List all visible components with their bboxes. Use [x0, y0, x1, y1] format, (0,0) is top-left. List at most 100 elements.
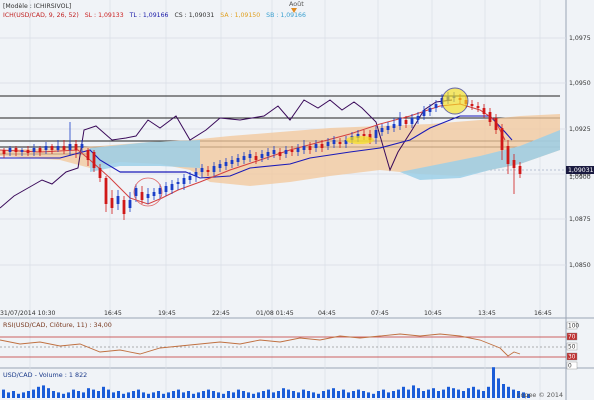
volume-bar	[447, 386, 450, 398]
volume-bar	[307, 391, 310, 398]
candle-body	[20, 150, 24, 152]
candle-body	[140, 192, 144, 200]
candle-body	[338, 142, 342, 144]
time-axis-label: 13:45	[478, 310, 496, 317]
volume-bar	[402, 386, 405, 398]
volume-bar	[22, 392, 25, 398]
volume-bar	[287, 389, 290, 398]
volume-bar	[57, 392, 60, 398]
candle-body	[104, 178, 108, 204]
rsi-level-label: 50	[568, 345, 576, 351]
time-axis-label: 22:45	[212, 310, 230, 317]
model-label-row: [Modèle : ICHIRSIVOL]	[3, 3, 75, 10]
volume-title: USD/CAD - Volume : 1 822	[3, 371, 88, 379]
volume-bar	[137, 389, 140, 398]
volume-bar	[337, 391, 340, 398]
candle-body	[218, 164, 222, 168]
price-tick-label: 1,0850	[569, 262, 591, 269]
candle-body	[386, 126, 390, 130]
volume-bar	[297, 392, 300, 398]
time-axis-label: 07:45	[371, 310, 389, 317]
candle-body	[512, 160, 516, 168]
candle-body	[128, 200, 132, 208]
candle-body	[62, 146, 66, 150]
volume-bar	[277, 391, 280, 398]
time-axis-label: 10:45	[424, 310, 442, 317]
current-price-badge	[566, 166, 594, 174]
volume-bar	[527, 393, 530, 398]
candle-body	[434, 104, 438, 108]
volume-bar	[242, 391, 245, 398]
volume-bar	[367, 392, 370, 398]
candle-body	[146, 194, 150, 198]
volume-bar	[282, 388, 285, 398]
candle-body	[236, 158, 240, 162]
candle-body	[122, 200, 126, 214]
price-tick-label: 1,0950	[569, 80, 591, 87]
candle-body	[482, 108, 486, 114]
volume-bar	[152, 392, 155, 398]
candle-body	[320, 144, 324, 148]
volume-bar	[7, 392, 10, 398]
volume-bar	[397, 389, 400, 398]
volume-bar	[442, 389, 445, 398]
candle-body	[14, 148, 18, 152]
candle-body	[398, 118, 402, 126]
volume-bar	[462, 391, 465, 398]
volume-bar	[517, 391, 520, 398]
kumo-cloud-bear	[90, 140, 200, 172]
time-axis-label: 31/07/2014 10:30	[0, 310, 56, 317]
volume-bar	[102, 386, 105, 398]
volume-bar	[317, 393, 320, 398]
volume-bar	[377, 391, 380, 398]
sl-value: SL : 1,09133	[84, 12, 124, 19]
volume-bar	[387, 392, 390, 398]
volume-bar	[507, 386, 510, 398]
volume-bar	[472, 386, 475, 398]
volume-bar	[247, 392, 250, 398]
volume-bar	[227, 391, 230, 398]
candle-body	[410, 118, 414, 124]
candle-body	[308, 146, 312, 150]
volume-bar	[182, 392, 185, 398]
rsi-line	[0, 333, 521, 357]
volume-bar	[502, 384, 505, 398]
sa-value: SA : 1,09150	[220, 12, 261, 19]
model-label: [Modèle : ICHIRSIVOL]	[3, 3, 72, 10]
volume-bar	[342, 389, 345, 398]
volume-bar	[372, 393, 375, 398]
candle-body	[98, 168, 102, 178]
volume-bar	[47, 388, 50, 398]
candle-body	[500, 128, 504, 150]
volume-bar	[312, 392, 315, 398]
volume-bar	[302, 389, 305, 398]
current-price-alt-label: 1,0900	[569, 174, 591, 181]
candle-body	[50, 146, 54, 150]
rsi-level-badge	[566, 332, 578, 341]
volume-bar	[187, 391, 190, 398]
kijun-sen-line	[0, 115, 513, 179]
candle-body	[518, 166, 522, 174]
candle-body	[164, 186, 168, 192]
rsi-level-badge	[566, 361, 578, 370]
candle-body	[296, 148, 300, 152]
volume-bar	[17, 393, 20, 398]
volume-bar	[122, 393, 125, 398]
volume-bar	[477, 389, 480, 398]
time-axis-label: 16:45	[104, 310, 122, 317]
candle-body	[326, 142, 330, 146]
candle-body	[68, 144, 72, 150]
volume-bar	[142, 392, 145, 398]
candle-body	[182, 178, 186, 184]
rsi-level-label: 100	[568, 324, 579, 330]
volume-bar	[202, 391, 205, 398]
indicator-values-row: ICH(USD/CAD, 9, 26, 52) SL : 1,09133 TL …	[3, 12, 310, 19]
tl-value: TL : 1,09166	[129, 12, 169, 19]
volume-bar	[177, 389, 180, 398]
volume-bar	[352, 391, 355, 398]
volume-bar	[67, 392, 70, 398]
volume-bar	[172, 391, 175, 398]
volume-bar	[27, 391, 30, 398]
